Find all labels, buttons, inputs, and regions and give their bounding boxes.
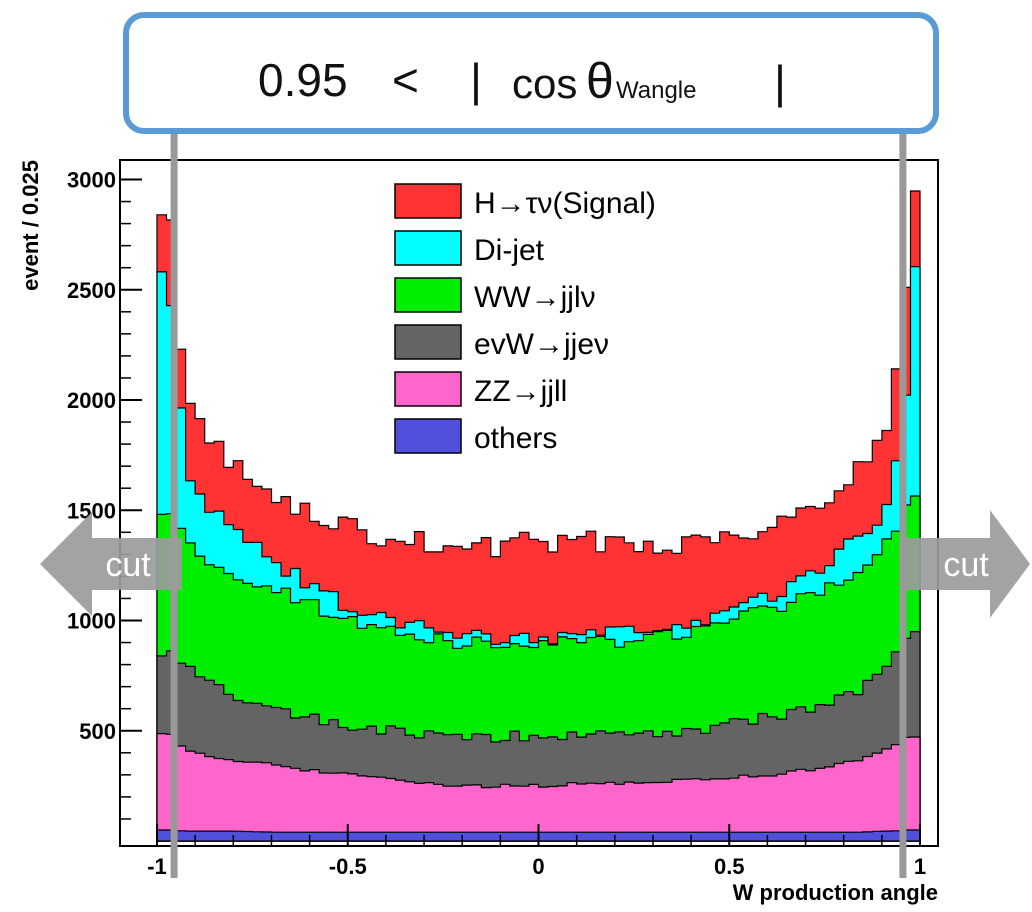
cut-label-left: cut xyxy=(105,546,151,584)
cut-arrow-right xyxy=(906,510,1030,618)
y-tick-label: 3000 xyxy=(67,168,116,193)
annotation-box xyxy=(123,12,939,134)
legend-swatch-ww xyxy=(394,277,462,313)
x-axis-title: W production angle xyxy=(733,880,938,905)
legend-label-evw: evW→jjeν xyxy=(474,328,609,361)
annotation-func: cos xyxy=(512,60,577,107)
x-tick-label: -1 xyxy=(147,854,167,879)
y-tick-label: 2000 xyxy=(67,388,116,413)
x-tick-label: 0 xyxy=(532,854,544,879)
cut-label-right: cut xyxy=(943,546,989,584)
legend-label-signal: H→τν(Signal) xyxy=(474,187,656,220)
series-zz xyxy=(156,733,921,842)
legend-swatch-signal xyxy=(394,183,462,219)
annotation-formula: 0.95 < | cos θ Wangle | xyxy=(258,53,786,109)
overlay-layer: cut cut 0.95 < | cos θ Wangle | xyxy=(40,12,1030,878)
y-axis-title: event / 0.025 xyxy=(18,160,43,291)
x-tick-label: 0.5 xyxy=(714,854,745,879)
legend: H→τν(Signal) Di-jet WW→jjlν evW→jjeν ZZ→jjll… xyxy=(394,183,656,455)
cut-arrow-left xyxy=(40,512,182,616)
x-tick-label: -0.5 xyxy=(329,854,367,879)
annotation-open-bar: | xyxy=(470,54,482,106)
plot-frame xyxy=(119,159,939,847)
y-tick-label: 2500 xyxy=(67,278,116,303)
plot-layer xyxy=(156,190,921,842)
legend-label-dijet: Di-jet xyxy=(474,234,545,267)
legend-swatch-dijet xyxy=(394,230,462,266)
y-tick-label: 500 xyxy=(79,719,116,744)
annotation-subscript: Wangle xyxy=(616,77,696,104)
legend-label-zz: ZZ→jjll xyxy=(474,375,567,408)
legend-label-others: others xyxy=(474,422,557,455)
legend-swatch-evw xyxy=(394,324,462,360)
legend-swatch-zz xyxy=(394,371,462,407)
annotation-theta: θ xyxy=(586,53,614,109)
x-tick-label: 1 xyxy=(914,854,926,879)
annotation-relation: < xyxy=(392,54,419,106)
annotation-threshold: 0.95 xyxy=(258,54,348,106)
legend-label-ww: WW→jjlν xyxy=(474,281,596,314)
annotation-close-bar: | xyxy=(774,56,786,108)
legend-swatch-others xyxy=(394,418,462,454)
